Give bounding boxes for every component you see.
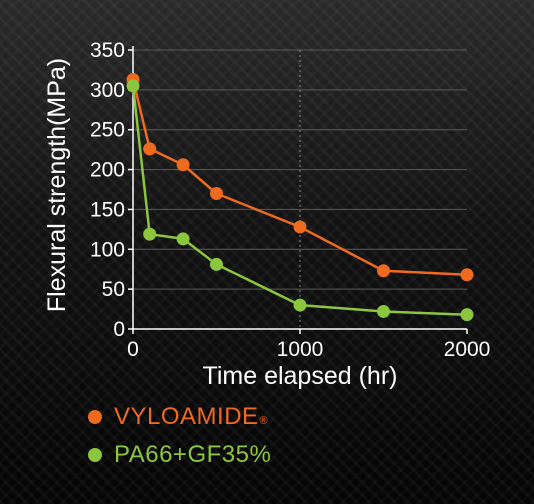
legend: VYLOAMIDE® PA66+GF35%	[88, 398, 271, 474]
data-point-vyloamide-1500	[377, 264, 390, 278]
y-tick-label-250: 250	[90, 119, 125, 142]
legend-label-pa66: PA66+GF35%	[114, 441, 272, 468]
y-tick-label-50: 50	[102, 278, 125, 301]
y-tick-label-200: 200	[90, 159, 125, 182]
data-point-pa66-500	[210, 257, 223, 271]
series	[126, 72, 474, 322]
registered-mark: ®	[259, 415, 269, 427]
axes	[128, 46, 468, 334]
data-point-pa66-0	[126, 79, 140, 93]
legend-dot-pa66	[88, 448, 102, 462]
data-point-pa66-100	[143, 227, 157, 241]
legend-item-pa66: PA66+GF35%	[88, 436, 271, 474]
legend-name-vyloamide: VYLOAMIDE	[114, 403, 259, 430]
data-point-pa66-2000	[460, 308, 474, 322]
data-point-vyloamide-2000	[460, 268, 474, 282]
y-tick-label-300: 300	[90, 79, 125, 102]
data-point-pa66-300	[176, 232, 190, 246]
legend-label-vyloamide: VYLOAMIDE®	[114, 403, 268, 431]
y-tick-label-0: 0	[113, 318, 125, 341]
y-axis-title: Flexural strength(MPa)	[43, 58, 71, 312]
tick-labels: 0 50 100 150 200 250 300 350 0 1000 2000	[90, 39, 490, 361]
y-tick-label-100: 100	[90, 238, 125, 261]
line-chart: 0 50 100 150 200 250 300 350 0 1000 2000 Time elap…	[43, 39, 490, 390]
data-point-vyloamide-100	[143, 142, 157, 156]
y-tick-label-350: 350	[90, 39, 125, 62]
data-point-vyloamide-1000	[293, 220, 307, 234]
legend-item-vyloamide: VYLOAMIDE®	[88, 398, 271, 436]
data-point-vyloamide-300	[176, 158, 190, 172]
x-tick-label-0: 0	[127, 338, 139, 361]
data-point-pa66-1000	[293, 298, 307, 312]
legend-dot-vyloamide	[88, 410, 102, 424]
x-tick-label-1000: 1000	[277, 338, 324, 361]
y-tick-label-150: 150	[90, 198, 125, 221]
data-point-vyloamide-500	[210, 186, 223, 200]
grid	[133, 49, 467, 329]
x-tick-label-2000: 2000	[444, 338, 491, 361]
data-point-pa66-1500	[377, 304, 390, 318]
x-axis-title: Time elapsed (hr)	[203, 362, 398, 390]
